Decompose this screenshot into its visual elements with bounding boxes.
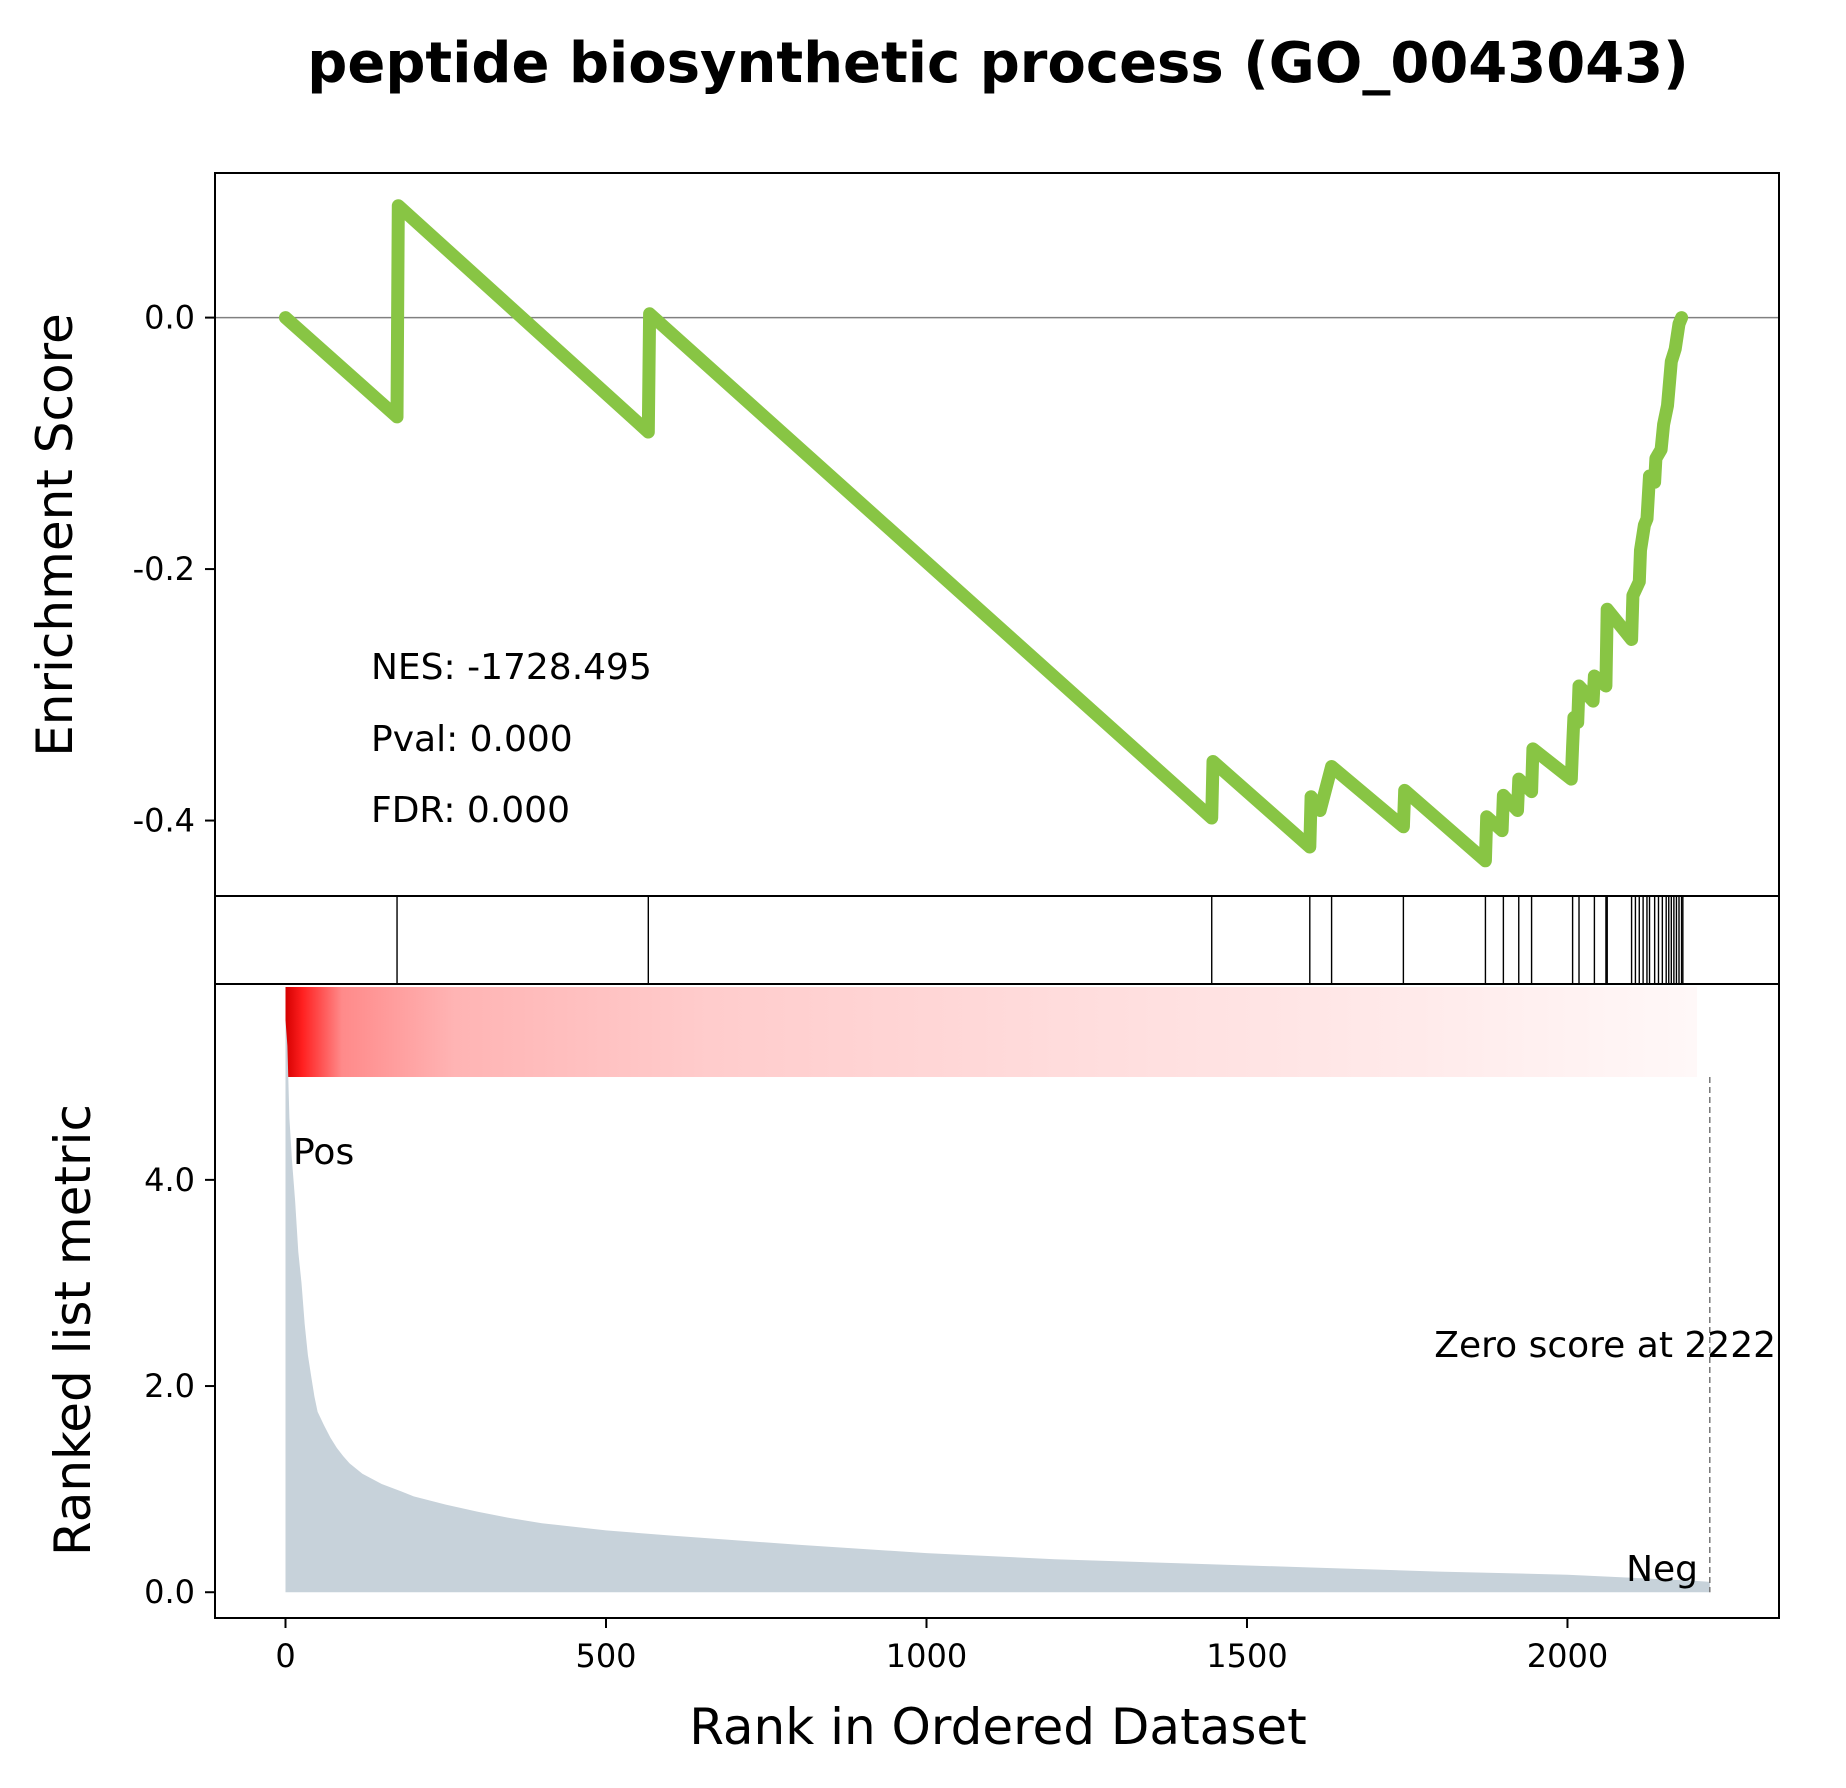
x-tick-label: 2000 [1527,1637,1608,1675]
neg-label: Neg [1626,1549,1698,1590]
hits-panel [214,895,1780,985]
x-axis-label: Rank in Ordered Dataset [689,1698,1306,1756]
hits-frame [214,895,1780,985]
pval-stat: Pval: 0.000 [371,719,573,760]
ranked-y-label: Ranked list metric [44,1104,102,1556]
enrichment-frame [214,172,1780,897]
ranked-y-ticks: 0.0 2.0 4.0 [144,1161,215,1611]
rank-heatmap [285,987,1697,1077]
nes-stat: NES: -1728.495 [371,647,652,688]
zero-score-label: Zero score at 2222 [1434,1325,1776,1366]
ranked-y-tick-label: 4.0 [144,1161,195,1199]
x-tick-label: 500 [575,1637,636,1675]
enrichment-y-tick-label: -0.2 [133,550,195,588]
x-tick-label: 0 [275,1637,295,1675]
ranked-y-tick-label: 2.0 [144,1367,195,1405]
ranked-frame [214,983,1780,1619]
chart-title: peptide biosynthetic process (GO_0043043… [307,31,1688,96]
x-ticks: 0 500 1000 1500 2000 [275,1618,1608,1675]
x-tick-label: 1000 [886,1637,967,1675]
ranked-y-tick-label: 0.0 [144,1573,195,1611]
ranked-metric-area [285,1020,1710,1593]
hit-lines [396,896,1684,984]
ranked-panel: Zero score at 2222 Pos Neg 0.0 2.0 4.0 Ran… [44,983,1780,1619]
x-tick-label: 1500 [1206,1637,1287,1675]
enrichment-line [279,199,1689,868]
fdr-stat: FDR: 0.000 [371,790,570,831]
pos-label: Pos [293,1132,354,1173]
enrichment-y-tick-label: 0.0 [144,299,195,337]
enrichment-panel: 0.0 -0.2 -0.4 NES: -1728.495 Pval: 0.000 F… [26,172,1780,897]
enrichment-y-tick-label: -0.4 [133,802,195,840]
enrichment-y-label: Enrichment Score [26,313,84,757]
enrichment-y-ticks: 0.0 -0.2 -0.4 [133,299,215,840]
